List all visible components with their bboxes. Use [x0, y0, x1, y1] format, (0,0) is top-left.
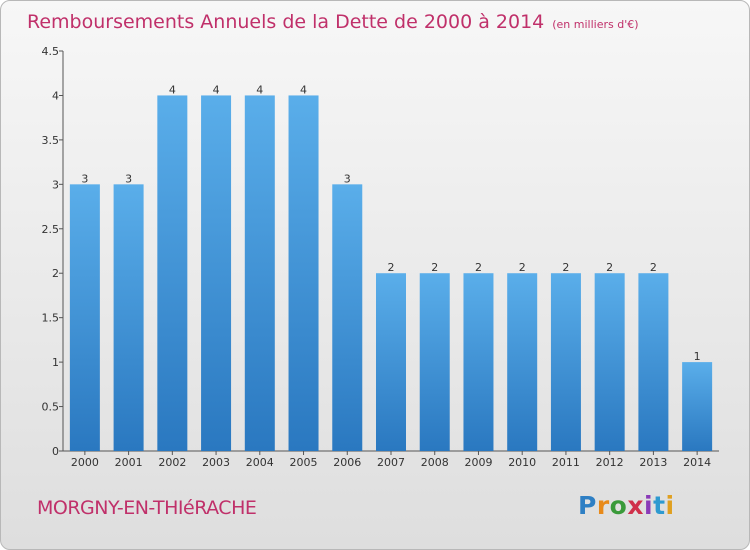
bar-2001: [113, 184, 144, 452]
x-tick-label-2006: 2006: [333, 456, 361, 469]
bar-2005: [288, 95, 319, 451]
y-tick-label: 3: [52, 178, 59, 191]
bar-2012: [594, 273, 625, 451]
logo-letter: o: [609, 491, 628, 520]
bar-2004: [244, 95, 275, 451]
data-label-2000: 3: [81, 172, 88, 185]
data-label-2014: 1: [694, 350, 701, 363]
city-name: MORGNY-EN-THIéRACHE: [37, 497, 257, 519]
data-label-2003: 4: [213, 83, 220, 96]
x-tick-label-2010: 2010: [508, 456, 536, 469]
bar-2009: [463, 273, 494, 451]
x-tick-label-2000: 2000: [71, 456, 99, 469]
chart-title: Remboursements Annuels de la Dette de 20…: [27, 11, 639, 33]
y-tick-label: 0: [52, 445, 59, 458]
data-label-2002: 4: [169, 83, 176, 96]
bar-2011: [550, 273, 581, 451]
x-tick-label-2007: 2007: [377, 456, 405, 469]
data-label-2006: 3: [344, 172, 351, 185]
unit-label: (en milliers d'€): [552, 18, 639, 31]
bar-2007: [376, 273, 406, 451]
y-tick-label: 2: [52, 267, 59, 280]
logo-letter: P: [578, 491, 597, 520]
bar-2010: [507, 273, 538, 451]
proxiti-logo: Proxiti: [578, 491, 675, 520]
logo-letter: t: [653, 491, 666, 520]
bar-2014: [682, 362, 713, 451]
logo-letter: r: [596, 491, 610, 520]
y-tick-label: 1: [52, 356, 59, 369]
logo-letter: i: [665, 491, 675, 520]
data-label-2005: 4: [300, 83, 307, 96]
logo-letter: x: [627, 491, 644, 520]
bar-2002: [157, 95, 188, 451]
y-tick-label: 3.5: [42, 134, 60, 147]
data-label-2008: 2: [431, 261, 438, 274]
y-tick-label: 4.5: [42, 45, 60, 58]
x-tick-label-2013: 2013: [639, 456, 667, 469]
bar-2013: [638, 273, 669, 451]
x-tick-label-2012: 2012: [596, 456, 624, 469]
data-label-2007: 2: [388, 261, 395, 274]
x-tick-label-2011: 2011: [552, 456, 580, 469]
bar-2006: [332, 184, 363, 452]
x-tick-label-2014: 2014: [683, 456, 711, 469]
logo-letter: i: [644, 491, 654, 520]
x-tick-label-2002: 2002: [158, 456, 186, 469]
x-tick-label-2001: 2001: [115, 456, 143, 469]
x-tick-label-2009: 2009: [464, 456, 492, 469]
title-text: Remboursements Annuels de la Dette de 20…: [27, 11, 545, 33]
bar-2000: [69, 184, 100, 452]
data-label-2009: 2: [475, 261, 482, 274]
data-label-2010: 2: [519, 261, 526, 274]
data-label-2011: 2: [562, 261, 569, 274]
data-label-2004: 4: [256, 83, 263, 96]
y-tick-label: 4: [52, 89, 59, 102]
data-label-2001: 3: [125, 172, 132, 185]
x-tick-label-2005: 2005: [290, 456, 318, 469]
y-tick-label: 2.5: [42, 223, 60, 236]
data-label-2013: 2: [650, 261, 657, 274]
data-label-2012: 2: [606, 261, 613, 274]
y-tick-label: 1.5: [42, 312, 60, 325]
x-tick-label-2004: 2004: [246, 456, 274, 469]
y-tick-label: 0.5: [42, 401, 60, 414]
bars: 3 3 4 4 4 4 3 2 2 2 2 2 2 2 1: [69, 83, 713, 452]
x-tick-label-2008: 2008: [421, 456, 449, 469]
bar-2003: [201, 95, 232, 451]
x-tick-label-2003: 2003: [202, 456, 230, 469]
bar-2008: [419, 273, 450, 451]
